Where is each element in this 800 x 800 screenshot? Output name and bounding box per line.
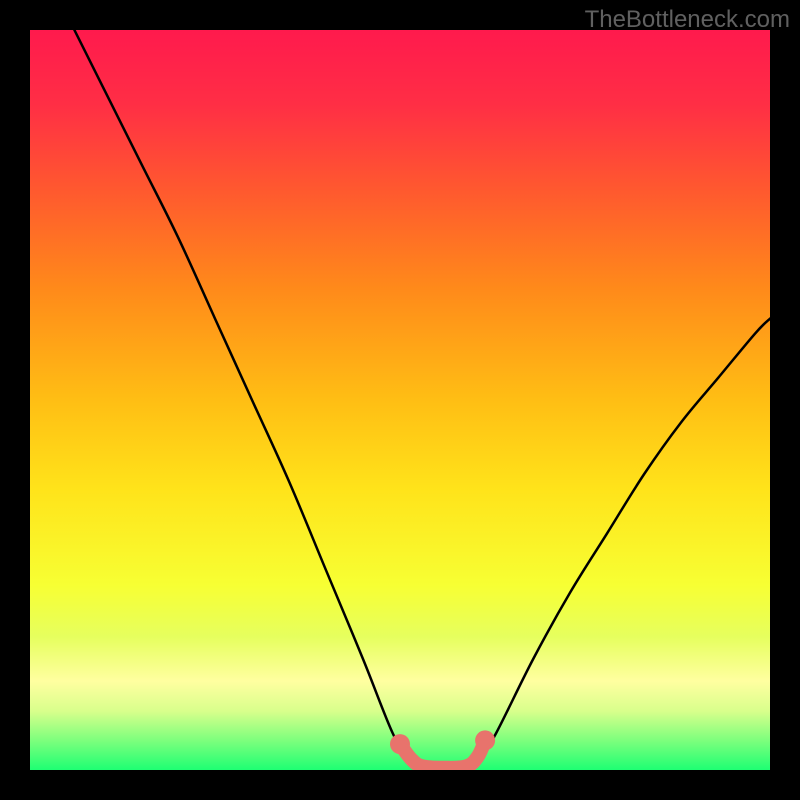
watermark-text: TheBottleneck.com xyxy=(585,6,790,34)
highlight-end-marker xyxy=(475,730,495,750)
highlight-segment xyxy=(400,740,485,767)
bottleneck-curve-svg xyxy=(30,30,770,770)
main-curve xyxy=(74,30,770,769)
chart-plot-area xyxy=(30,30,770,770)
highlight-start-marker xyxy=(390,734,410,754)
